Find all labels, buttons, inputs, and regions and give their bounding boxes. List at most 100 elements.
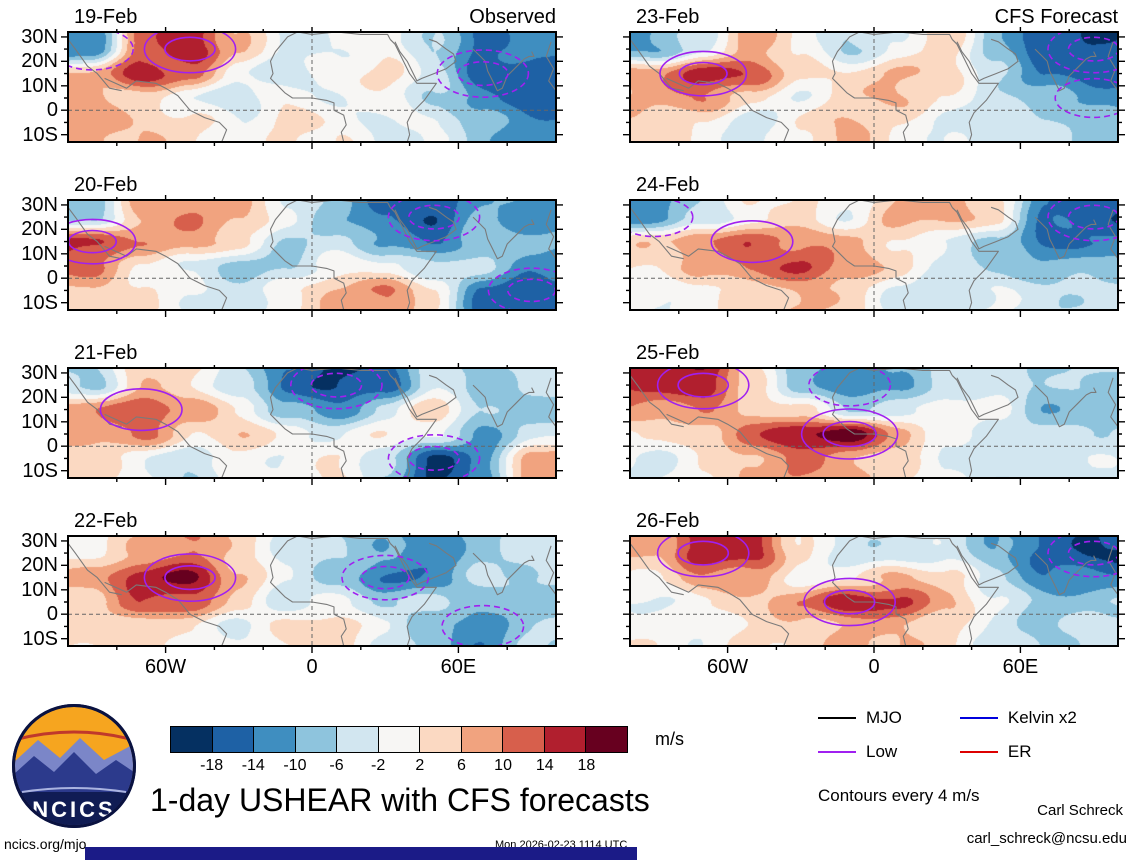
colorbar-units: m/s [655,729,684,749]
axis-ticks [623,27,1125,149]
coastline [831,200,909,310]
logo-horizon-line [15,730,133,742]
axis-ticks [623,531,1125,653]
legend-label: ER [1007,742,1032,761]
lat-tick-label: 20N [21,386,58,409]
coastline [297,536,391,544]
low-wave-contour [1047,536,1118,578]
colorbar-tick-label: -14 [241,757,265,774]
low-wave-contour [68,32,134,71]
credit-email: carl_schreck@ncsu.edu [966,830,1127,847]
colorbar-tick-label: -18 [200,757,224,774]
legend-note: Contours every 4 m/s [818,786,980,805]
low-wave-contour [630,200,694,238]
coastline [666,413,790,478]
legend-item-low: Low [818,742,902,762]
panel-date-label: 22-Feb [74,510,138,532]
map-panel-26-Feb: 26-Feb [623,510,1125,653]
axis-ticks [623,195,1125,317]
low-wave-contour [387,200,481,242]
coastline [1034,552,1097,596]
coastline [394,374,457,418]
lat-tick-label: 10S [22,123,58,146]
lat-tick-label: 30N [21,25,58,48]
colorbar-segment [419,727,461,752]
low-wave-contour [487,267,556,310]
colorbar-tick-label: 2 [415,757,425,774]
coastline [831,32,909,142]
coastline [951,38,999,142]
axis-ticks [61,531,563,653]
low-wave-contour [68,218,137,265]
axis-ticks [623,363,1125,485]
coastline [630,374,684,428]
lon-tick-label: 60E [440,656,477,678]
low-wave-contour [387,434,481,478]
figure-title: 1-day USHEAR with CFS forecasts [150,782,650,818]
colorbar-segment [460,727,503,752]
lon-tick-label: 0 [868,656,880,678]
map-panel-22-Feb: 22-Feb [61,510,563,653]
coastline [956,206,1019,250]
coastline [389,374,437,478]
low-wave-contour [659,50,748,97]
map-panel-21-Feb: 21-Feb [61,342,563,485]
legend-item-mjo: MJO [818,708,902,728]
wave-legend: MJO Low Kelvin x2 ER [818,708,1077,762]
coastline [1034,384,1097,428]
low-wave-contour [803,577,896,627]
coastline [859,32,953,40]
lon-tick-label: 60E [1002,656,1039,678]
coastline [1107,545,1118,596]
coastline [269,536,347,646]
colorbar-segment [502,727,544,752]
low-wave-contour [143,32,237,74]
panel-date-label: 19-Feb [74,6,138,28]
lat-tick-label: 0 [46,99,58,122]
coastline [951,374,999,478]
coastline [297,368,391,376]
lat-tick-label: 0 [46,435,58,458]
logo-outline [12,704,136,828]
ncics-logo: NCICS [12,704,136,828]
low-wave-contour [710,219,794,264]
coastline [269,368,347,478]
coastline [472,384,535,428]
coastline [394,206,457,250]
coastline [951,542,999,646]
coastline [956,374,1019,418]
panel-overlay [623,363,1125,485]
colorbar-segment [253,727,295,752]
panel-overlay [61,195,563,317]
colorbar-segment [336,727,378,752]
column-header-forecast: CFS Forecast [994,6,1118,28]
lat-tick-label: 30N [21,193,58,216]
legend-label: Low [866,742,898,761]
lat-tick-label: 10N [21,242,58,265]
low-wave-contour [1054,77,1118,119]
coastline [859,368,953,376]
low-wave-contour [1047,200,1118,242]
coastline [630,206,684,260]
coastline [630,38,684,92]
colorbar-segment [377,727,420,752]
colorbar-tick-label: -10 [283,757,307,774]
legend-label: MJO [866,708,902,727]
panel-date-label: 25-Feb [636,342,700,364]
low-wave-contour [68,229,117,254]
lat-tick-label: 20N [21,554,58,577]
low-wave-contour [143,553,237,602]
low-wave-contour [290,368,383,410]
low-wave-contour [360,565,410,590]
low-wave-contour [408,204,460,230]
low-wave-contour [656,368,750,410]
map-panel-20-Feb: 20-Feb [61,174,563,317]
coastline [859,536,953,544]
panel-date-label: 21-Feb [74,342,138,364]
coastline [951,206,999,310]
low-wave-contour [823,589,876,615]
coastline [269,200,347,310]
axis-ticks [61,363,563,485]
lat-tick-label: 30N [21,361,58,384]
